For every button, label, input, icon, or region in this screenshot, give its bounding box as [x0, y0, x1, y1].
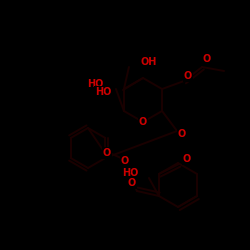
Text: O: O [139, 117, 147, 127]
Text: O: O [121, 156, 129, 166]
Text: OH: OH [141, 57, 157, 67]
Text: HO: HO [88, 79, 104, 89]
Text: O: O [183, 154, 191, 164]
Text: HO: HO [94, 87, 111, 97]
Text: O: O [184, 71, 192, 81]
Text: HO: HO [122, 168, 139, 178]
Text: O: O [103, 148, 111, 158]
Text: O: O [178, 129, 186, 139]
Text: O: O [203, 54, 211, 64]
Text: O: O [128, 178, 136, 188]
